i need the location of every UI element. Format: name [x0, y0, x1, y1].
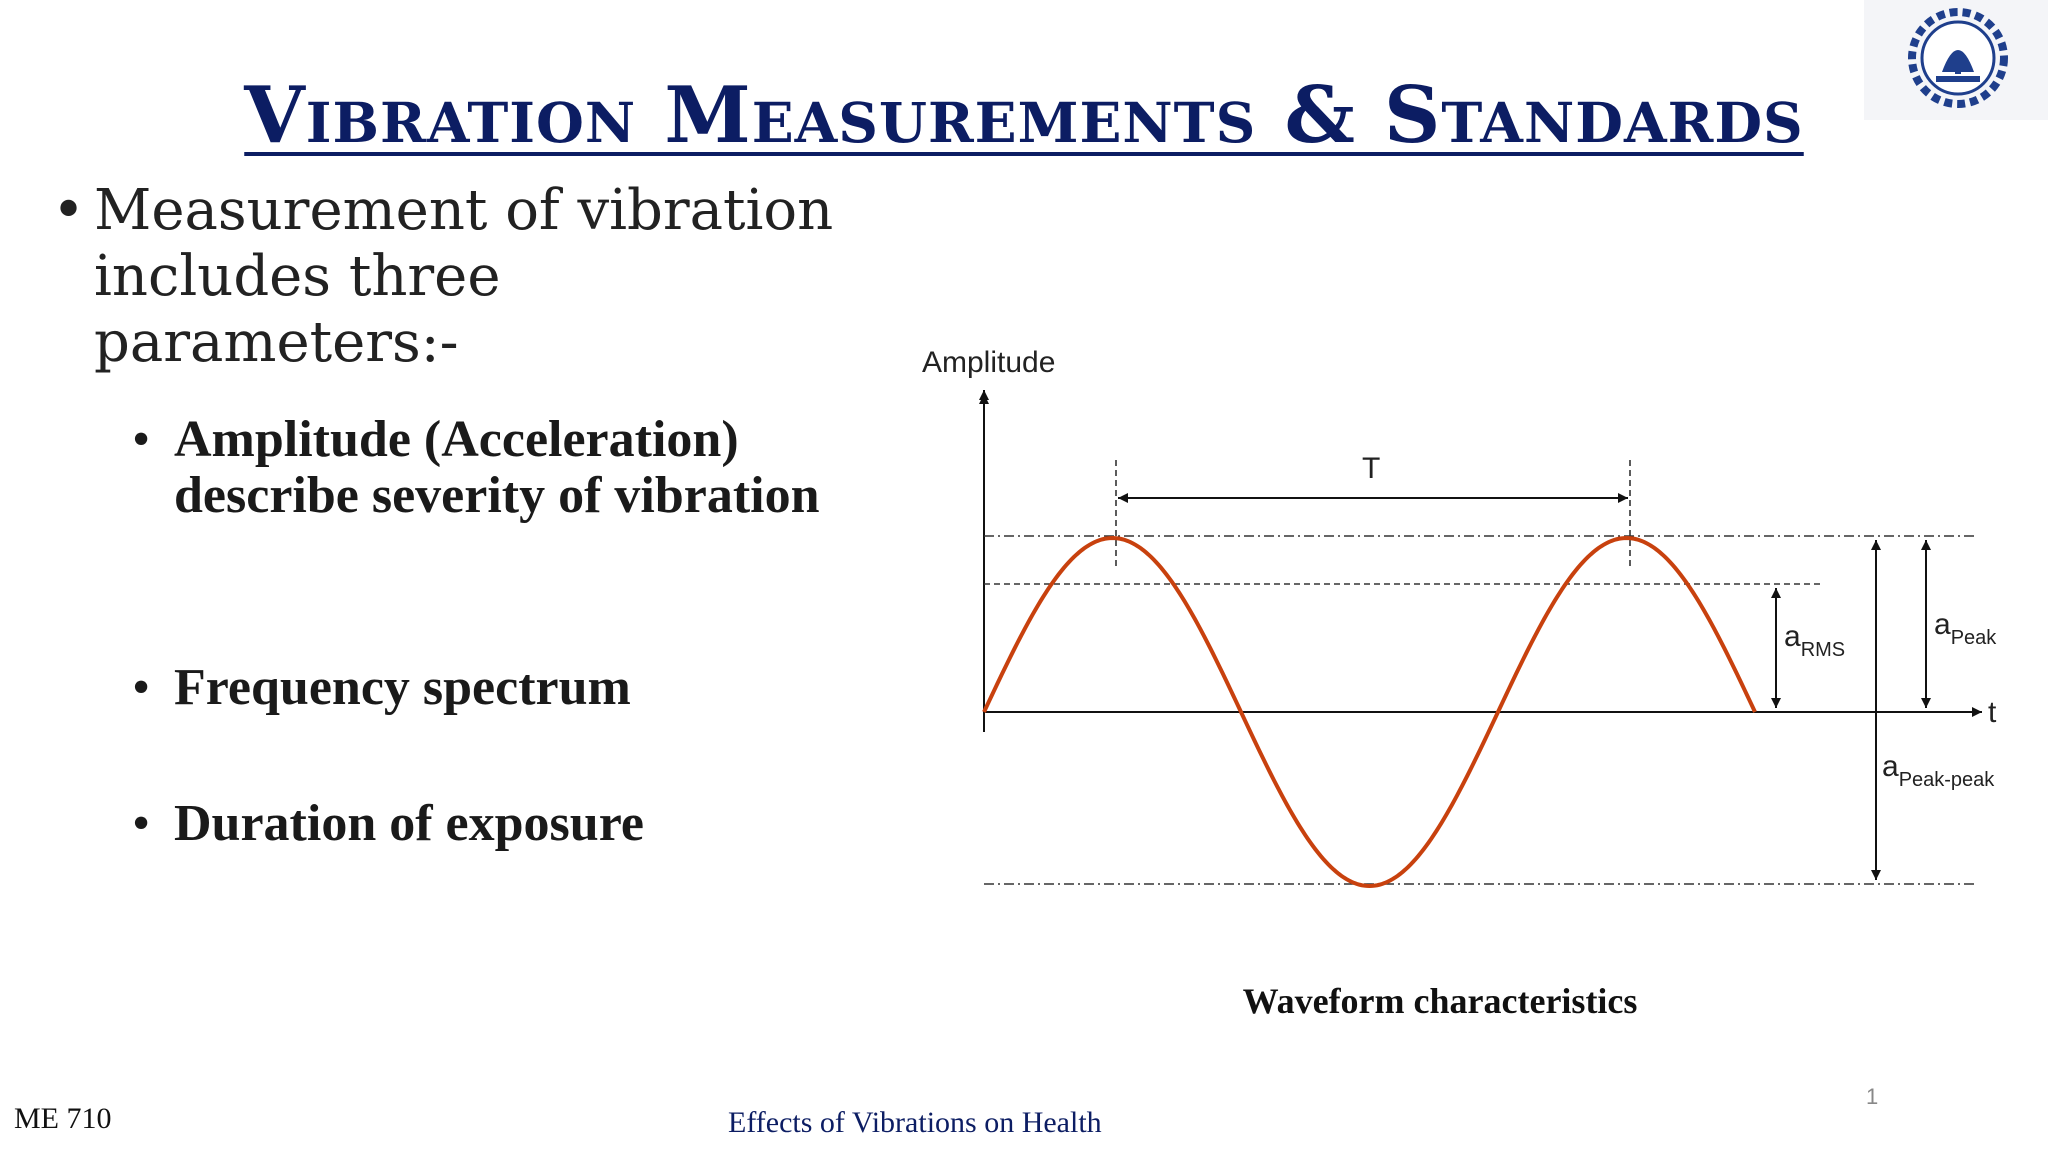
sub-bullet-duration: • Duration of exposure: [132, 796, 872, 852]
bullet-dot: •: [132, 659, 151, 716]
diagram-caption: Waveform characteristics: [1242, 981, 1638, 1021]
bullet-dot: •: [132, 795, 151, 852]
sub-bullet-text: Amplitude (Acceleration) describe severi…: [174, 411, 820, 524]
period-label: T: [1362, 452, 1380, 485]
main-bullet-text: Measurement of vibration includes three …: [94, 178, 834, 375]
sub-bullet-amplitude: • Amplitude (Acceleration) describe seve…: [132, 412, 872, 524]
peak-peak-label: aPeak-peak: [1882, 750, 1995, 791]
peak-label-sub: Peak: [1951, 627, 1998, 649]
footer-title: Effects of Vibrations on Health: [728, 1106, 1102, 1139]
sub-bullet-text: Duration of exposure: [174, 795, 644, 852]
peak-label: aPeak: [1934, 608, 1997, 649]
peak-peak-label-base: a: [1882, 750, 1899, 783]
waveform-diagram: Amplitude t T aRMS aPeak aPeak-peak: [922, 346, 1997, 889]
peak-peak-label-sub: Peak-peak: [1899, 769, 1996, 791]
slide-title: Vibration Measurements & Standards: [244, 70, 1804, 161]
sine-wave: [982, 535, 1757, 889]
sub-bullet-frequency: • Frequency spectrum: [132, 660, 872, 716]
rms-label-sub: RMS: [1801, 639, 1845, 661]
y-axis-label: Amplitude: [922, 346, 1055, 379]
x-axis-label: t: [1988, 696, 1997, 729]
bullet-dot: •: [132, 411, 151, 468]
peak-label-base: a: [1934, 608, 1951, 641]
rms-label-base: a: [1784, 620, 1801, 653]
institute-logo: [1864, 0, 2048, 120]
main-bullet: • Measurement of vibration includes thre…: [52, 178, 872, 376]
course-code: ME 710: [14, 1102, 112, 1135]
rms-label: aRMS: [1784, 620, 1845, 661]
bullet-dot: •: [52, 178, 86, 243]
institute-emblem-icon: [1908, 8, 2008, 108]
sub-bullet-text: Frequency spectrum: [174, 659, 631, 716]
page-number: 1: [1866, 1084, 1879, 1109]
